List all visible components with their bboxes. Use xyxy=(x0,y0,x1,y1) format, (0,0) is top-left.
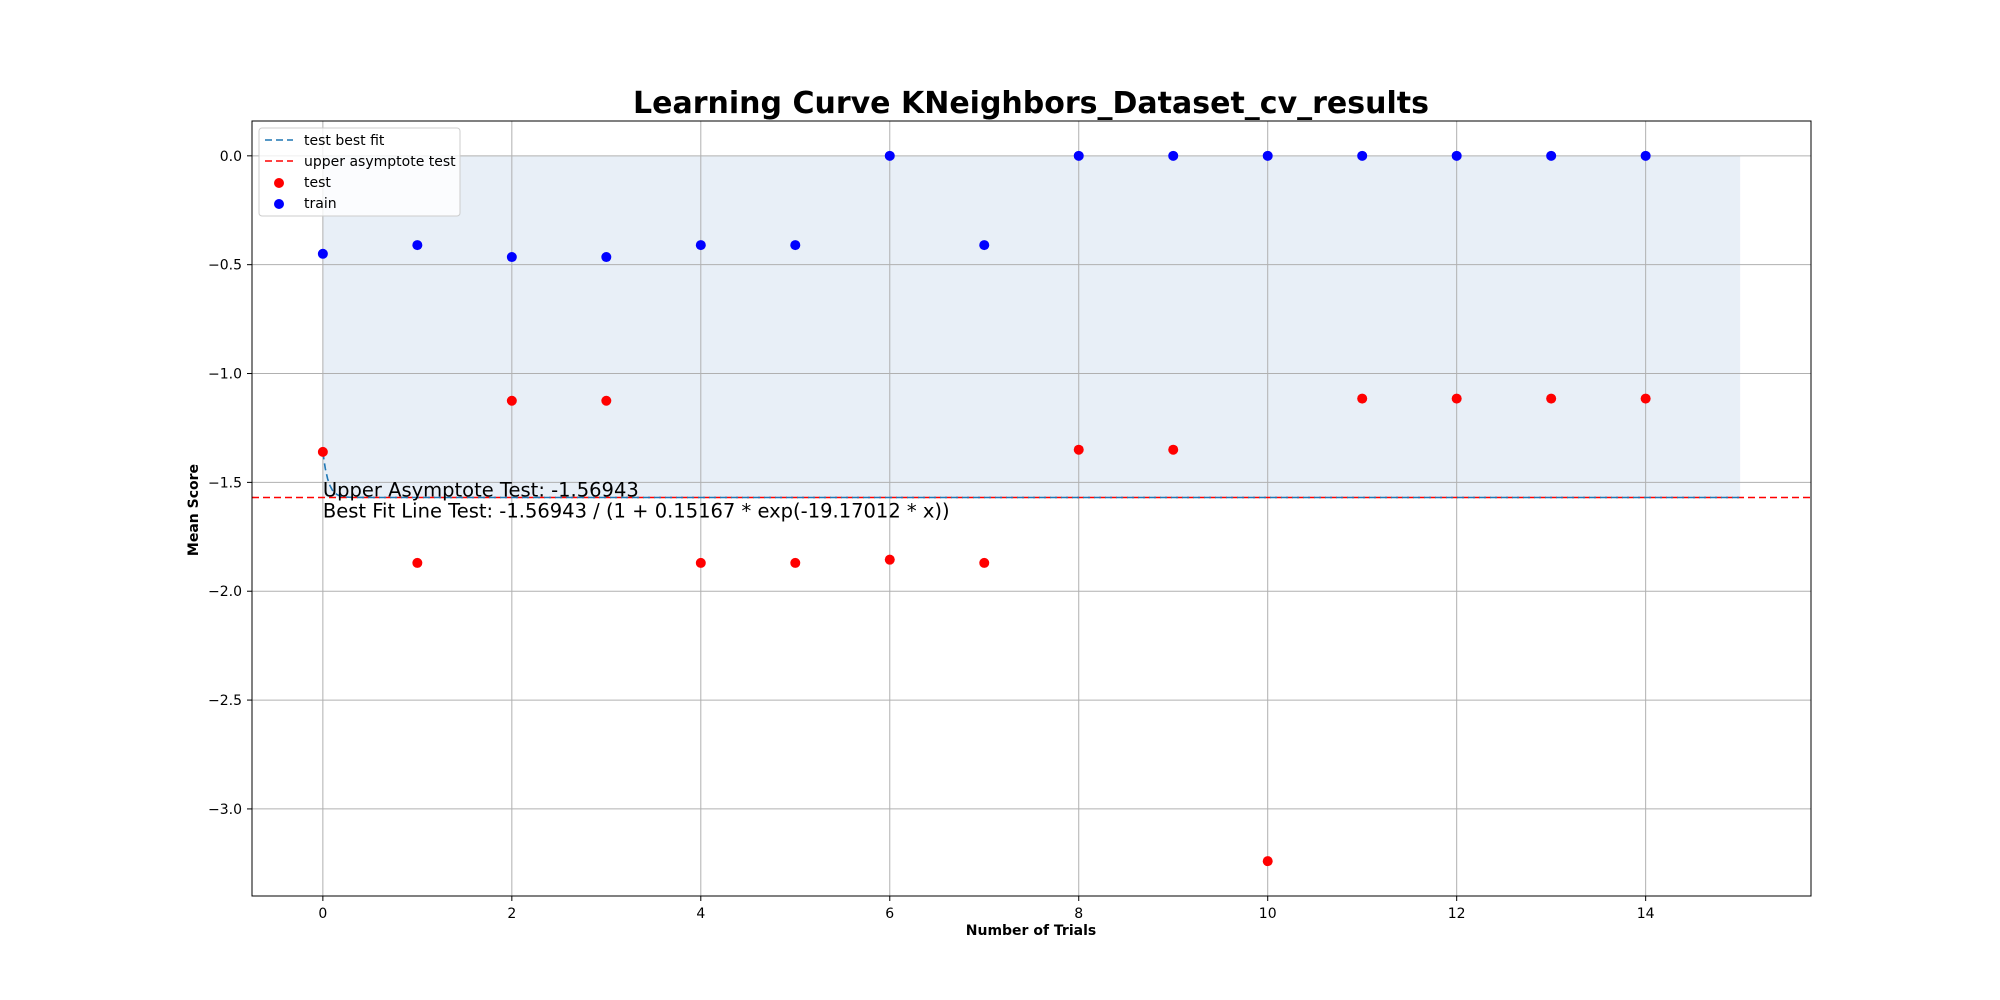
y-axis-label: Mean Score xyxy=(186,464,202,556)
y-tick-label: −0.5 xyxy=(208,258,242,274)
train-point xyxy=(506,252,517,263)
train-point xyxy=(790,240,801,251)
test-point xyxy=(884,554,895,565)
test-point xyxy=(790,557,801,568)
y-tick-label: 0.0 xyxy=(220,149,242,165)
x-tick-label: 14 xyxy=(1637,906,1655,922)
legend-label: upper asymptote test xyxy=(304,154,456,170)
shaded-region xyxy=(322,155,1741,498)
annotation-best-fit: Best Fit Line Test: -1.56943 / (1 + 0.15… xyxy=(323,499,950,522)
legend-label: test best fit xyxy=(304,133,385,149)
train-point xyxy=(695,240,706,251)
test-point xyxy=(1451,393,1462,404)
legend-label: test xyxy=(304,175,331,191)
plot-area: 0 2 4 6 8 10 12 14 0.0 −0.5 −1.0 −1.5 −2.0 −2.5 −3.0 Up… xyxy=(208,120,1812,922)
legend-marker-swatch xyxy=(274,199,284,209)
train-point xyxy=(1357,150,1368,161)
train-point xyxy=(1451,150,1462,161)
x-tick-label: 0 xyxy=(318,906,327,922)
best-fit-line xyxy=(322,452,1741,499)
test-point xyxy=(695,557,706,568)
train-point xyxy=(1073,150,1084,161)
legend: test best fit upper asymptote test test tra… xyxy=(258,127,461,217)
x-tick-label: 2 xyxy=(507,906,516,922)
train-point xyxy=(601,252,612,263)
test-point xyxy=(506,395,517,406)
x-tick-label: 12 xyxy=(1448,906,1466,922)
test-point xyxy=(317,446,328,457)
legend-label: train xyxy=(304,196,337,212)
legend-marker-swatch xyxy=(274,178,284,188)
axes-frame xyxy=(251,120,1812,897)
test-point xyxy=(412,557,423,568)
test-point xyxy=(1357,393,1368,404)
test-point xyxy=(979,557,990,568)
annotation-upper-asymptote: Upper Asymptote Test: -1.56943 xyxy=(323,478,639,501)
train-point xyxy=(979,240,990,251)
test-point xyxy=(1546,393,1557,404)
y-tick-label: −2.5 xyxy=(208,693,242,709)
test-point xyxy=(1640,393,1651,404)
y-tick-label: −1.0 xyxy=(208,367,242,383)
x-tick-label: 8 xyxy=(1074,906,1083,922)
train-point xyxy=(884,150,895,161)
train-point xyxy=(317,248,328,259)
test-point xyxy=(1262,856,1273,867)
y-tick-label: −3.0 xyxy=(208,802,242,818)
train-point xyxy=(412,240,423,251)
train-point xyxy=(1262,150,1273,161)
y-tick-label: −1.5 xyxy=(208,475,242,491)
test-point xyxy=(1073,444,1084,455)
x-tick-label: 10 xyxy=(1259,906,1277,922)
x-tick-label: 6 xyxy=(885,906,894,922)
train-point xyxy=(1546,150,1557,161)
train-point xyxy=(1640,150,1651,161)
test-point xyxy=(601,395,612,406)
test-point xyxy=(1168,444,1179,455)
x-tick-label: 4 xyxy=(696,906,705,922)
chart-title: Learning Curve KNeighbors_Dataset_cv_res… xyxy=(633,86,1429,121)
legend-box xyxy=(258,127,461,217)
y-tick-label: −2.0 xyxy=(208,584,242,600)
train-point xyxy=(1168,150,1179,161)
x-axis-label: Number of Trials xyxy=(966,923,1096,939)
